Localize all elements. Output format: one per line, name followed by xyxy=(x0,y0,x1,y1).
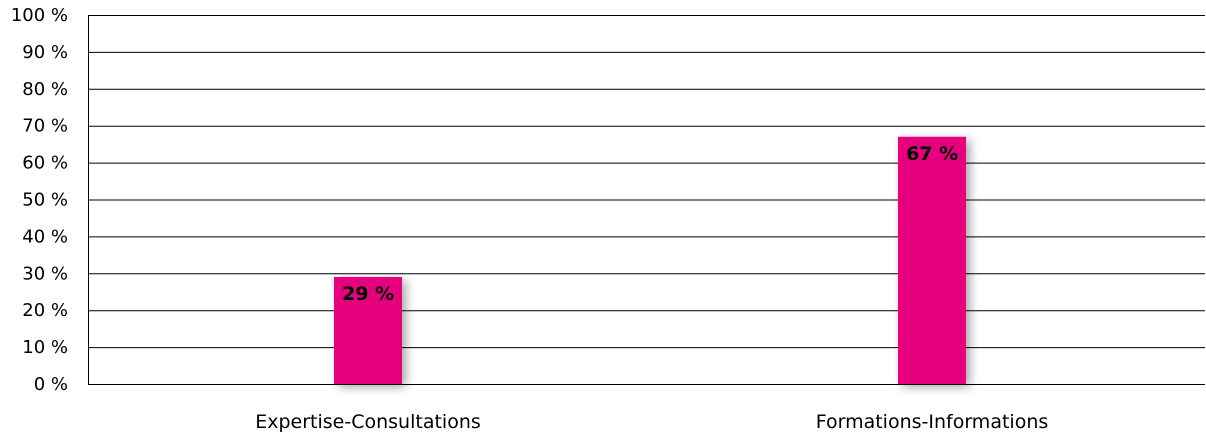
category-label: Expertise-Consultations xyxy=(255,411,481,433)
y-tick-label: 80 % xyxy=(22,79,68,100)
y-tick-label: 10 % xyxy=(22,337,68,358)
y-tick-label: 20 % xyxy=(22,300,68,321)
data-label: 29 % xyxy=(342,283,394,305)
y-tick-label: 30 % xyxy=(22,263,68,284)
y-tick-label: 40 % xyxy=(22,226,68,247)
data-label: 67 % xyxy=(906,143,958,165)
x-axis-category-labels: Expertise-Consultations Formations-Inform… xyxy=(255,411,1048,433)
axes xyxy=(88,15,1205,385)
y-axis-tick-labels: 0 % 10 % 20 % 30 % 40 % 50 % 60 % 70 % 80 % 90 % 1… xyxy=(11,5,68,395)
gridlines xyxy=(88,15,1205,349)
data-labels: 29 % 67 % xyxy=(342,143,958,305)
y-tick-label: 0 % xyxy=(34,374,68,395)
y-tick-label: 100 % xyxy=(11,5,68,26)
y-tick-label: 60 % xyxy=(22,153,68,174)
bars xyxy=(334,136,966,384)
y-tick-label: 50 % xyxy=(22,190,68,211)
bar xyxy=(898,136,966,384)
bar xyxy=(334,276,402,384)
y-tick-label: 70 % xyxy=(22,116,68,137)
category-label: Formations-Informations xyxy=(816,411,1049,433)
y-tick-label: 90 % xyxy=(22,42,68,63)
